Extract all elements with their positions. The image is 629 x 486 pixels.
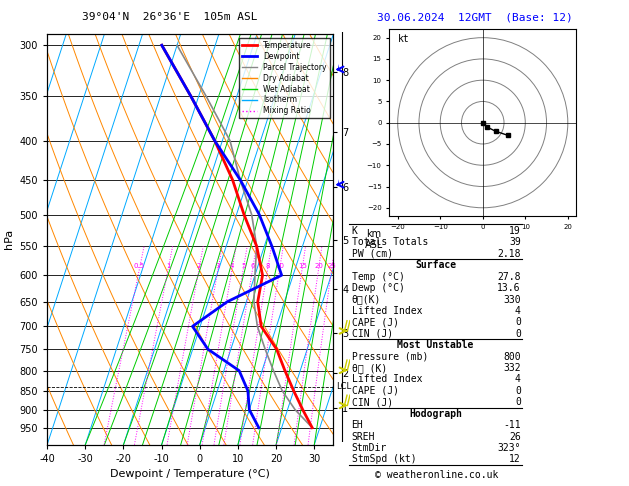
Text: K: K [352,226,357,236]
Text: 19: 19 [509,226,521,236]
Text: 10: 10 [276,262,284,269]
Text: θᴄ (K): θᴄ (K) [352,363,387,373]
Text: 4: 4 [230,262,235,269]
Text: 2: 2 [197,262,201,269]
Text: 323°: 323° [498,443,521,453]
Text: CAPE (J): CAPE (J) [352,386,399,396]
Text: 6: 6 [250,262,255,269]
Text: 25: 25 [327,262,336,269]
Text: 0: 0 [515,398,521,407]
Text: 1: 1 [166,262,170,269]
Text: Totals Totals: Totals Totals [352,237,428,247]
Text: 4: 4 [515,306,521,316]
Y-axis label: km
ASL: km ASL [365,228,383,250]
Text: 39°04'N  26°36'E  105m ASL: 39°04'N 26°36'E 105m ASL [82,12,258,22]
Text: PW (cm): PW (cm) [352,249,392,259]
Text: θᴄ(K): θᴄ(K) [352,295,381,305]
Text: 3: 3 [216,262,220,269]
Text: EH: EH [352,420,364,430]
Text: LCL: LCL [337,382,352,391]
Text: 12: 12 [509,454,521,465]
Text: 26: 26 [509,432,521,442]
Text: 4: 4 [515,375,521,384]
Text: 30.06.2024  12GMT  (Base: 12): 30.06.2024 12GMT (Base: 12) [377,12,573,22]
Text: 5: 5 [241,262,245,269]
Text: Dewp (°C): Dewp (°C) [352,283,404,293]
Y-axis label: hPa: hPa [4,229,14,249]
Text: Hodograph: Hodograph [409,409,462,419]
Text: 332: 332 [503,363,521,373]
Text: 0: 0 [515,329,521,339]
Text: kt: kt [398,34,409,44]
Legend: Temperature, Dewpoint, Parcel Trajectory, Dry Adiabat, Wet Adiabat, Isotherm, Mi: Temperature, Dewpoint, Parcel Trajectory… [238,38,330,119]
Text: Pressure (mb): Pressure (mb) [352,352,428,362]
Text: CAPE (J): CAPE (J) [352,317,399,328]
Text: -11: -11 [503,420,521,430]
Text: Most Unstable: Most Unstable [398,340,474,350]
Text: CIN (J): CIN (J) [352,329,392,339]
Text: StmSpd (kt): StmSpd (kt) [352,454,416,465]
Text: 800: 800 [503,352,521,362]
X-axis label: Dewpoint / Temperature (°C): Dewpoint / Temperature (°C) [110,469,270,479]
Text: 0: 0 [515,317,521,328]
Text: Lifted Index: Lifted Index [352,375,422,384]
Text: © weatheronline.co.uk: © weatheronline.co.uk [376,470,499,480]
Text: StmDir: StmDir [352,443,387,453]
Text: 0: 0 [515,386,521,396]
Text: 15: 15 [298,262,306,269]
Text: Surface: Surface [415,260,456,270]
Text: 0.5: 0.5 [134,262,145,269]
Text: Temp (°C): Temp (°C) [352,272,404,282]
Text: 330: 330 [503,295,521,305]
Text: 13.6: 13.6 [498,283,521,293]
Text: SREH: SREH [352,432,375,442]
Text: 20: 20 [314,262,323,269]
Text: 39: 39 [509,237,521,247]
Text: 8: 8 [265,262,270,269]
Text: CIN (J): CIN (J) [352,398,392,407]
Text: Lifted Index: Lifted Index [352,306,422,316]
Text: 27.8: 27.8 [498,272,521,282]
Text: 2.18: 2.18 [498,249,521,259]
